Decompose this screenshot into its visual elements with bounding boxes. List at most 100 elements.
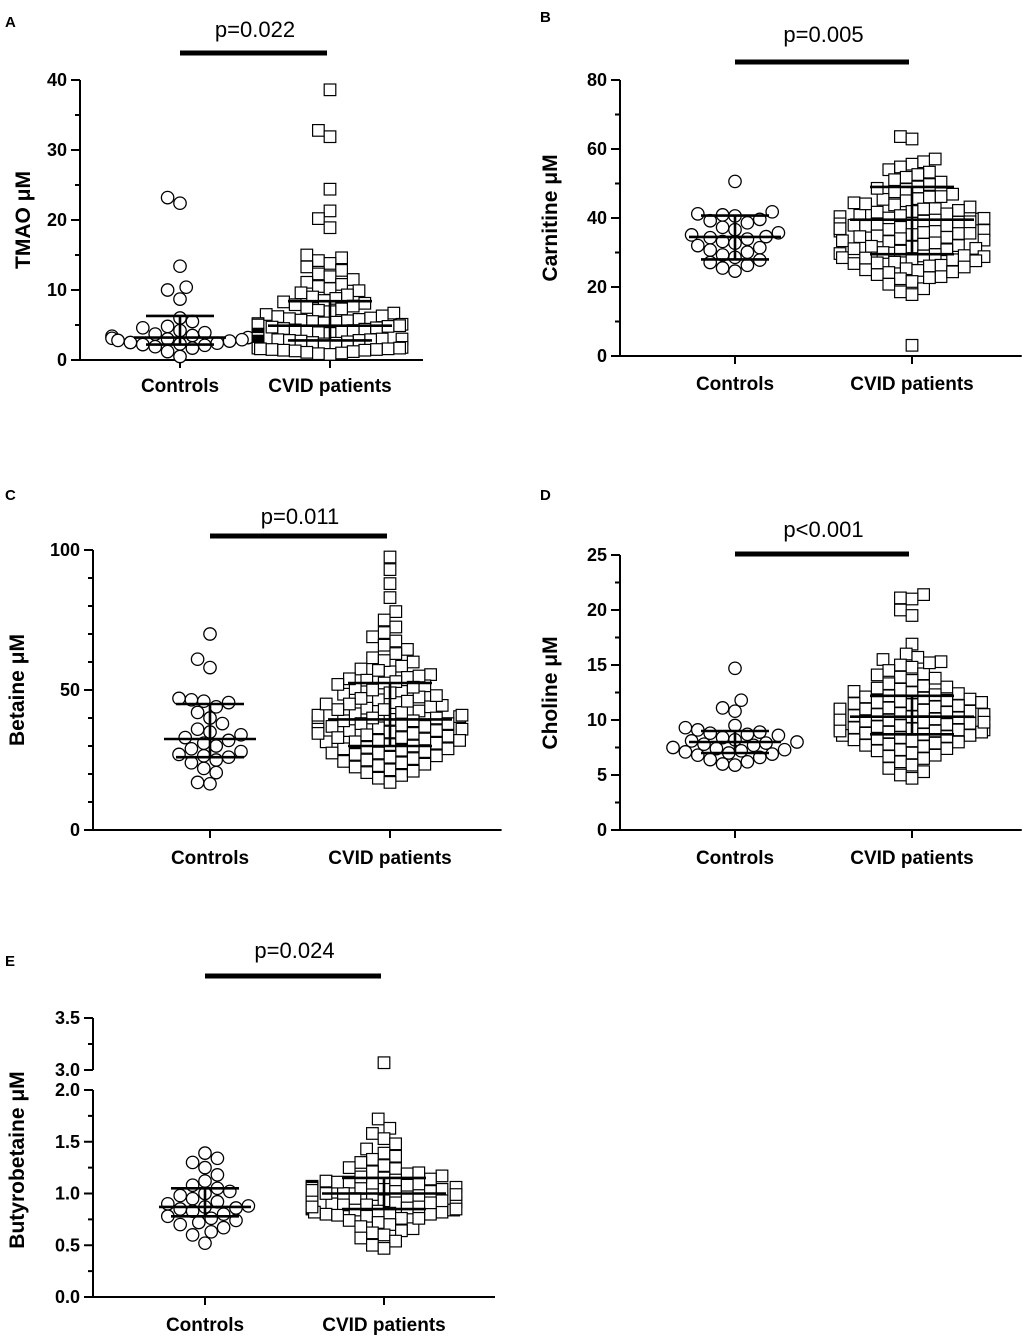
- data-point: [870, 744, 884, 758]
- data-point: [210, 1168, 225, 1182]
- data-point: [185, 1155, 200, 1170]
- data-point: [375, 309, 389, 323]
- data-point: [765, 204, 780, 219]
- data-point: [371, 1204, 385, 1218]
- data-point: [178, 730, 193, 745]
- data-point: [777, 742, 792, 757]
- data-point: [160, 319, 175, 334]
- data-point: [319, 1174, 333, 1188]
- data-point: [740, 245, 755, 260]
- data-point: [977, 715, 991, 729]
- data-point: [893, 682, 907, 696]
- data-point: [728, 661, 742, 676]
- data-point: [430, 736, 443, 750]
- data-point: [277, 295, 290, 309]
- data-point: [406, 655, 420, 669]
- data-point: [395, 659, 408, 673]
- data-point: [387, 306, 401, 320]
- data-point: [348, 760, 362, 774]
- data-point: [951, 699, 965, 713]
- series-controls: [164, 627, 256, 791]
- data-point: [377, 626, 391, 639]
- data-point: [366, 630, 379, 644]
- y-tick-label: 0: [597, 346, 607, 366]
- data-point: [905, 771, 919, 785]
- data-point: [366, 1226, 379, 1240]
- data-point: [449, 1188, 463, 1201]
- data-point: [383, 750, 397, 764]
- x-category-label: Controls: [696, 374, 774, 395]
- y-tick-label: 1.0: [55, 1184, 80, 1204]
- data-point: [859, 726, 872, 740]
- data-point: [940, 742, 954, 755]
- p-value-label: p=0.011: [261, 504, 340, 529]
- data-point: [870, 181, 884, 195]
- data-point: [453, 733, 466, 747]
- x-category-label: CVID patients: [850, 374, 974, 395]
- data-point: [354, 662, 368, 676]
- data-point: [969, 254, 983, 268]
- data-point: [905, 288, 919, 301]
- data-point: [360, 740, 374, 754]
- data-point: [870, 205, 884, 219]
- data-point: [389, 1173, 402, 1187]
- data-point: [893, 591, 907, 605]
- data-point: [331, 1208, 344, 1222]
- data-point: [312, 267, 325, 281]
- data-point: [905, 660, 919, 674]
- data-point: [715, 757, 730, 771]
- data-point: [870, 668, 884, 682]
- data-point: [300, 275, 314, 289]
- data-point: [963, 704, 977, 718]
- data-point: [342, 1161, 356, 1175]
- data-point: [678, 745, 693, 759]
- y-axis-label: Carnitine μM: [539, 154, 562, 281]
- data-point: [354, 1156, 368, 1169]
- x-category-label: Controls: [171, 848, 249, 869]
- p-value-label: p=0.024: [254, 938, 334, 963]
- data-point: [847, 257, 861, 270]
- data-point: [358, 296, 372, 310]
- data-point: [847, 196, 861, 210]
- data-point: [740, 232, 755, 246]
- data-point: [703, 243, 718, 257]
- data-point: [911, 264, 925, 277]
- data-point: [859, 738, 872, 752]
- data-point: [325, 746, 339, 760]
- data-point: [882, 761, 896, 775]
- data-point: [893, 285, 907, 299]
- data-point: [940, 230, 954, 244]
- data-point: [917, 214, 930, 228]
- data-point: [876, 192, 890, 206]
- data-point: [366, 1238, 379, 1252]
- data-point: [917, 679, 930, 693]
- chart-panel-c: C 0 50 100 Betaine μM Controls CVID patients p=…: [5, 487, 502, 869]
- chart-panel-d: D 0 5 10 15 20 25 Choline μM Controls CVID patien…: [539, 487, 1022, 869]
- data-point: [203, 627, 217, 641]
- data-point: [383, 763, 397, 777]
- data-point: [424, 1196, 437, 1210]
- data-point: [377, 1228, 391, 1242]
- data-point: [179, 280, 194, 295]
- data-point: [888, 198, 901, 212]
- data-point: [216, 1207, 231, 1222]
- data-point: [389, 1137, 402, 1151]
- data-point: [940, 207, 954, 221]
- data-point: [337, 754, 350, 768]
- data-point: [412, 1200, 426, 1214]
- x-category-label: CVID patients: [850, 848, 974, 869]
- y-tick-label: 0: [70, 820, 80, 840]
- data-point: [893, 719, 907, 732]
- panel-letter: B: [540, 9, 551, 26]
- data-point: [934, 270, 948, 284]
- data-point: [697, 737, 711, 752]
- data-point: [940, 730, 954, 743]
- y-tick-label: 10: [587, 710, 607, 730]
- data-point: [455, 708, 469, 722]
- data-point: [418, 732, 432, 746]
- data-point: [305, 1200, 319, 1214]
- data-point: [377, 1241, 391, 1255]
- panel-letter: D: [540, 487, 551, 504]
- p-value-label: p=0.005: [783, 22, 863, 47]
- data-point: [790, 735, 804, 749]
